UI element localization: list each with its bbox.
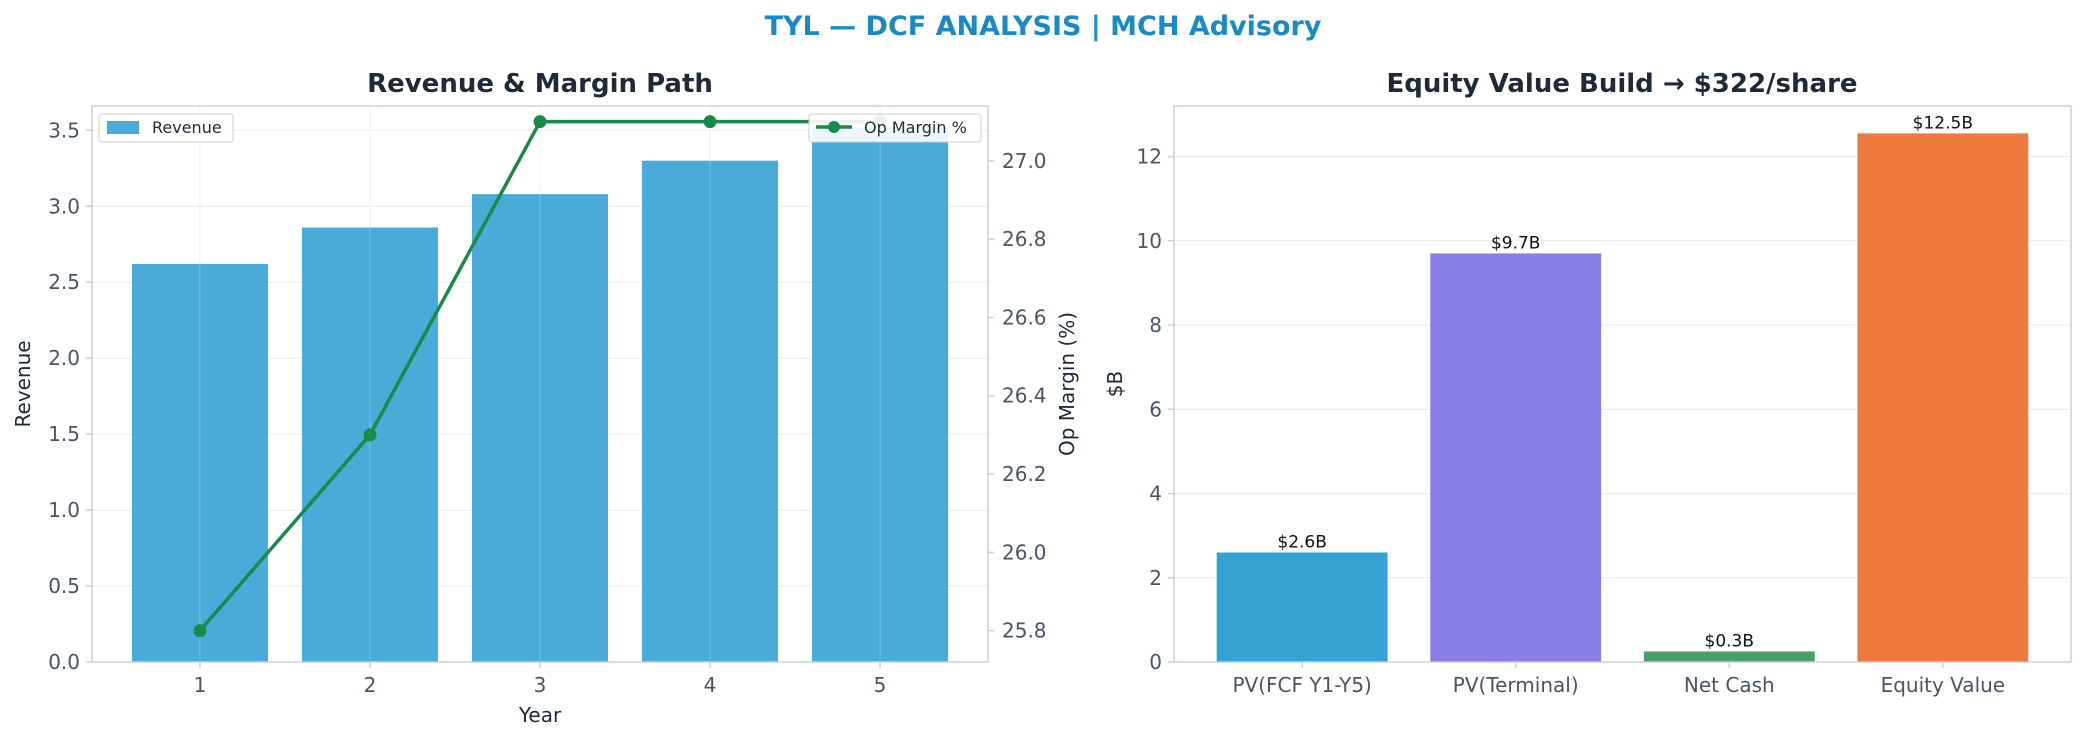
revenue-y-tick-label: 0.5 <box>48 574 80 598</box>
revenue-legend-label: Revenue <box>152 118 222 137</box>
revenue-y-tick-label: 2.0 <box>48 346 80 370</box>
equity-x-tick-label: Net Cash <box>1684 673 1775 697</box>
margin-y2-tick-label: 26.6 <box>1002 305 1047 329</box>
revenue-bar <box>301 227 438 662</box>
year-x-ticks: 1 2 3 4 5 <box>194 662 887 697</box>
equity-chart-title: Equity Value Build → $322/share <box>1386 69 1857 99</box>
op-margin-axis-label: Op Margin (%) <box>1055 312 1079 456</box>
equity-bar <box>1216 552 1388 662</box>
equity-y-tick-label: 2 <box>1149 566 1162 590</box>
revenue-axis-label: Revenue <box>11 340 35 427</box>
equity-value-panel: Equity Value Build → $322/share 0 2 4 6 8 10 1… <box>1103 69 2072 697</box>
equity-x-tick-label: PV(FCF Y1-Y5) <box>1232 673 1371 697</box>
op-margin-legend-box <box>808 113 982 143</box>
revenue-y-tick-label: 1.0 <box>48 498 80 522</box>
op-margin-point <box>193 624 207 638</box>
equity-x-tick-label: PV(Terminal) <box>1453 673 1579 697</box>
equity-x-ticks: PV(FCF Y1-Y5) PV(Terminal) Net Cash Equity … <box>1232 662 2005 697</box>
revenue-y-tick-label: 2.5 <box>48 270 80 294</box>
revenue-y-tick-label: 1.5 <box>48 422 80 446</box>
equity-data-label: $9.7B <box>1491 233 1541 253</box>
equity-y-tick-label: 8 <box>1149 313 1162 337</box>
equity-y-tick-label: 6 <box>1149 397 1162 421</box>
equity-bar <box>1643 651 1815 662</box>
equity-bars <box>1216 133 2029 662</box>
equity-bar <box>1857 133 2029 662</box>
margin-y2-tick-label: 26.8 <box>1002 227 1047 251</box>
margin-y2-tick-label: 26.4 <box>1002 384 1047 408</box>
margin-y2-tick-label: 25.8 <box>1002 619 1047 643</box>
revenue-bar <box>812 127 949 662</box>
revenue-bar <box>131 263 268 662</box>
equity-x-tick-label: Equity Value <box>1881 673 2006 697</box>
op-margin-legend: Op Margin % <box>808 113 982 143</box>
equity-data-labels: $2.6B $9.7B $0.3B $12.5B <box>1277 113 1973 651</box>
revenue-legend: Revenue <box>98 113 234 143</box>
margin-y2-tick-label: 27.0 <box>1002 149 1047 173</box>
equity-bar <box>1430 253 1602 662</box>
equity-data-label: $2.6B <box>1277 532 1327 552</box>
op-margin-legend-label: Op Margin % <box>864 118 967 137</box>
margin-y2-ticks: 25.8 26.0 26.2 26.4 26.6 26.8 27.0 <box>988 149 1047 643</box>
revenue-y-tick-label: 3.5 <box>48 118 80 142</box>
equity-y-tick-label: 12 <box>1137 145 1162 169</box>
revenue-y-tick-label: 0.0 <box>48 650 80 674</box>
equity-y-ticks: 0 2 4 6 8 10 12 <box>1137 145 1174 674</box>
op-margin-point <box>703 115 717 129</box>
op-margin-legend-marker <box>828 121 840 133</box>
year-x-tick-label: 4 <box>704 673 717 697</box>
margin-y2-tick-label: 26.0 <box>1002 540 1047 564</box>
revenue-bar <box>642 160 779 662</box>
year-x-tick-label: 3 <box>534 673 547 697</box>
op-margin-point <box>363 428 377 442</box>
revenue-margin-panel: Revenue & Margin Path 0.0 0.5 1.0 1.5 2.0 2.5… <box>11 69 1079 727</box>
revenue-bar <box>471 194 609 662</box>
equity-y-tick-label: 0 <box>1149 650 1162 674</box>
revenue-chart-title: Revenue & Margin Path <box>367 69 713 99</box>
equity-data-label: $12.5B <box>1913 113 1973 133</box>
equity-y-tick-label: 4 <box>1149 482 1162 506</box>
year-axis-label: Year <box>518 703 562 727</box>
year-x-tick-label: 2 <box>364 673 377 697</box>
margin-y2-tick-label: 26.2 <box>1002 462 1047 486</box>
equity-data-label: $0.3B <box>1705 631 1755 651</box>
figure-suptitle: TYL — DCF ANALYSIS | MCH Advisory <box>765 11 1322 42</box>
revenue-legend-swatch <box>107 121 139 134</box>
revenue-y-tick-label: 3.0 <box>48 194 80 218</box>
equity-axis-label: $B <box>1103 371 1127 397</box>
year-x-tick-label: 1 <box>194 673 207 697</box>
revenue-bars <box>131 106 949 662</box>
equity-chart-frame <box>1173 105 2072 663</box>
op-margin-point <box>533 115 547 129</box>
year-x-tick-label: 5 <box>874 673 887 697</box>
equity-y-tick-label: 10 <box>1137 229 1162 253</box>
revenue-y-ticks: 0.0 0.5 1.0 1.5 2.0 2.5 3.0 3.5 <box>48 118 92 674</box>
